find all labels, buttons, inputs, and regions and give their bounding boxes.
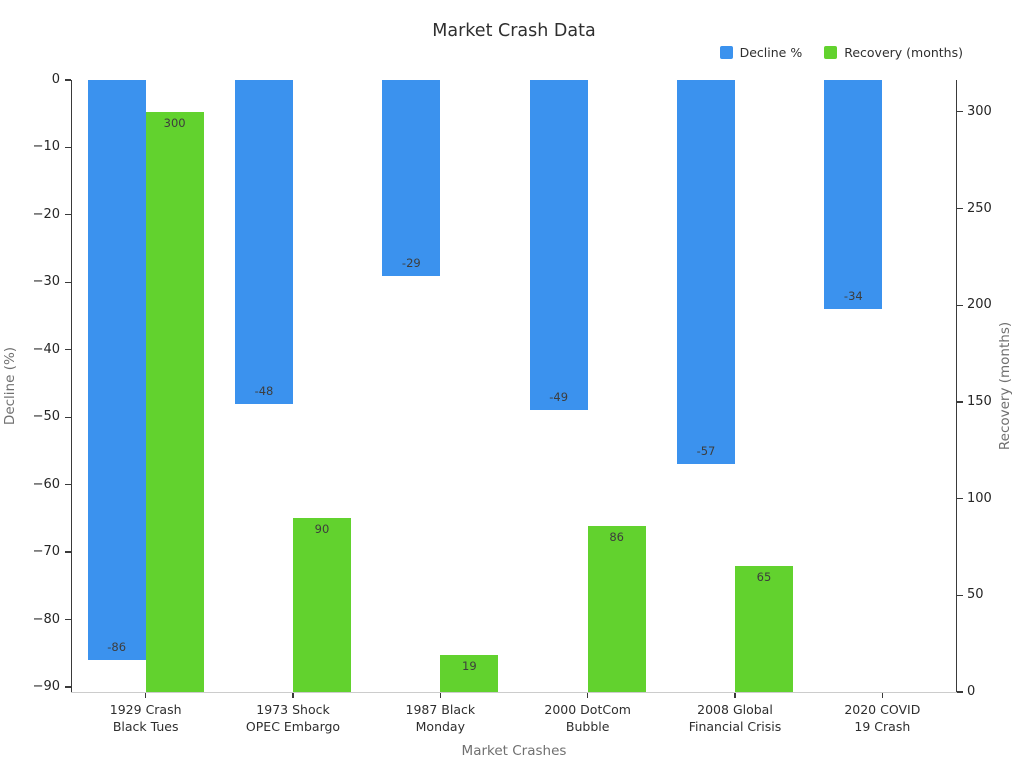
left-tick-label: −50	[32, 409, 60, 425]
left-tick-mark	[65, 416, 71, 418]
right-tick-mark	[957, 207, 963, 210]
recovery-bar	[145, 111, 204, 692]
right-tick-mark	[957, 498, 963, 500]
left-tick-mark	[65, 349, 71, 351]
left-axis-spine	[71, 80, 73, 692]
bottom-axis-spine	[71, 692, 957, 693]
x-category-label: 1987 Black Monday	[355, 701, 525, 735]
left-tick-mark	[65, 281, 71, 283]
recovery-bar	[587, 525, 646, 692]
x-tick-mark	[145, 693, 147, 698]
chart-title: Market Crash Data	[432, 21, 596, 41]
decline-bar	[235, 80, 293, 404]
legend-label: Decline %	[739, 45, 803, 60]
x-category-label: 2008 Global Financial Crisis	[650, 701, 820, 735]
recovery-bar-label: 65	[756, 570, 772, 585]
recovery-bar-label: 90	[314, 521, 330, 536]
right-tick-label: 300	[967, 103, 992, 119]
x-category-label-line: 2000 DotCom	[544, 702, 631, 717]
legend-label: Recovery (months)	[844, 45, 963, 60]
x-category-label-line: OPEC Embargo	[245, 719, 341, 734]
left-tick-mark	[65, 686, 71, 688]
right-tick-mark	[957, 304, 963, 306]
x-category-label-line: 2008 Global	[697, 702, 773, 717]
left-tick-mark	[65, 214, 71, 216]
right-tick-mark	[957, 111, 963, 113]
recovery-bar	[440, 655, 499, 692]
decline-bar-label: -49	[549, 390, 569, 405]
right-axis-spine	[956, 80, 958, 692]
left-tick-label: −90	[32, 678, 60, 694]
x-category-label-line: 19 Crash	[854, 719, 911, 734]
legend-swatch-icon	[824, 46, 838, 59]
x-category-label-line: 1987 Black	[405, 702, 476, 717]
legend-swatch-icon	[719, 46, 733, 59]
right-tick-label: 200	[967, 297, 992, 313]
decline-bar	[529, 80, 588, 411]
right-tick-label: 50	[967, 587, 984, 603]
left-tick-mark	[65, 79, 71, 81]
left-tick-label: −70	[32, 544, 60, 560]
x-category-label-line: Monday	[415, 719, 465, 734]
x-category-label: 1929 Crash Black Tues	[61, 701, 231, 735]
decline-bar	[382, 80, 441, 276]
left-tick-mark	[65, 618, 71, 621]
decline-bar-label: -86	[107, 639, 127, 654]
y-axis-title-left: Decline (%)	[2, 346, 18, 426]
decline-bar-label: -48	[254, 383, 274, 398]
x-tick-mark	[292, 693, 294, 698]
recovery-bar-label: 300	[163, 115, 186, 130]
x-tick-mark	[881, 693, 883, 698]
legend-item: Recovery (months)	[824, 45, 963, 60]
recovery-bar-label: 19	[462, 659, 477, 674]
left-tick-mark	[65, 484, 71, 486]
right-tick-label: 0	[967, 684, 976, 699]
x-category-label: 2000 DotCom Bubble	[503, 701, 673, 735]
x-category-label-line: Black Tues	[112, 719, 179, 734]
x-category-label-line: Bubble	[565, 719, 610, 734]
right-tick-mark	[957, 594, 963, 596]
left-tick-label: −60	[32, 476, 60, 492]
x-category-label-line: 2020 COVID	[844, 702, 921, 717]
legend-item: Decline %	[719, 45, 803, 60]
decline-bar	[824, 80, 883, 310]
decline-bar-label: -34	[843, 289, 863, 304]
decline-bar-label: -29	[401, 255, 421, 270]
decline-bar	[677, 80, 735, 465]
right-tick-label: 100	[967, 490, 992, 506]
left-tick-label: −80	[32, 611, 60, 627]
left-tick-label: −10	[32, 139, 60, 155]
left-tick-label: −30	[32, 274, 60, 290]
legend: Decline % Recovery (months)	[719, 45, 963, 60]
y-axis-title-right: Recovery (months)	[997, 321, 1013, 451]
x-category-label-line: 1929 Crash	[109, 702, 182, 717]
right-tick-mark	[957, 401, 963, 403]
decline-bar	[87, 80, 146, 660]
x-category-label-line: Financial Crisis	[688, 719, 782, 734]
decline-bar-label: -57	[696, 444, 716, 459]
recovery-bar	[735, 566, 793, 692]
x-tick-mark	[439, 693, 441, 698]
x-category-label: 2020 COVID 19 Crash	[797, 701, 967, 735]
left-tick-mark	[65, 146, 71, 149]
right-tick-label: 250	[967, 200, 992, 216]
recovery-bar	[293, 517, 351, 692]
left-tick-label: 0	[51, 72, 60, 87]
x-tick-mark	[734, 693, 736, 698]
right-tick-mark	[957, 691, 963, 693]
x-tick-mark	[587, 693, 589, 698]
x-category-label-line: 1973 Shock	[256, 702, 330, 717]
recovery-bar-label: 86	[609, 529, 624, 544]
x-category-label: 1973 Shock OPEC Embargo	[208, 701, 378, 735]
left-tick-label: −40	[32, 341, 60, 357]
left-tick-mark	[65, 551, 71, 553]
x-axis-title: Market Crashes	[461, 743, 567, 759]
right-tick-label: 150	[967, 393, 992, 409]
left-tick-label: −20	[32, 206, 60, 222]
